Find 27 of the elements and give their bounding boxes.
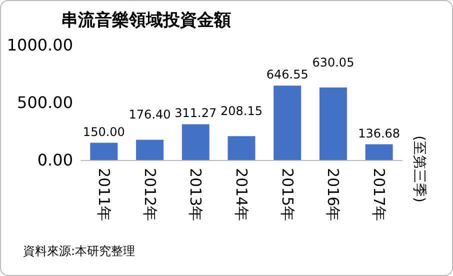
data-label: 630.05 — [312, 56, 354, 70]
data-label: 176.40 — [128, 108, 171, 122]
x-tick-label: 2016年 — [324, 168, 342, 222]
bar — [365, 144, 393, 160]
x-tick-label: 2012年 — [140, 168, 159, 222]
bar — [228, 136, 256, 160]
x-tick-label: 2011年 — [94, 168, 113, 222]
bar — [274, 86, 302, 160]
data-label: 136.68 — [358, 126, 400, 140]
data-label: 150.00 — [82, 124, 125, 139]
x-tick-label: 2013年 — [186, 168, 205, 222]
text: (至第三季) — [411, 136, 427, 202]
data-label: 208.15 — [220, 104, 262, 118]
x-tick-label: 2014年 — [232, 168, 250, 222]
y-tick-label: 500.00 — [17, 93, 73, 112]
x-tick-label: 2017年 — [370, 168, 388, 222]
bar — [182, 124, 210, 160]
bar — [136, 140, 164, 160]
bar — [319, 88, 347, 160]
data-label: 311.27 — [174, 106, 217, 120]
x-tick-label: 2015年 — [278, 168, 296, 222]
bar — [90, 142, 118, 160]
data-label: 646.55 — [266, 68, 308, 82]
source-note: 資料來源:本研究整理 — [23, 244, 136, 258]
y-tick-label: 1000.00 — [6, 36, 73, 54]
y-tick-label: 0.00 — [37, 150, 73, 170]
chart-title: 串流音樂領域投資金額 — [61, 10, 231, 30]
